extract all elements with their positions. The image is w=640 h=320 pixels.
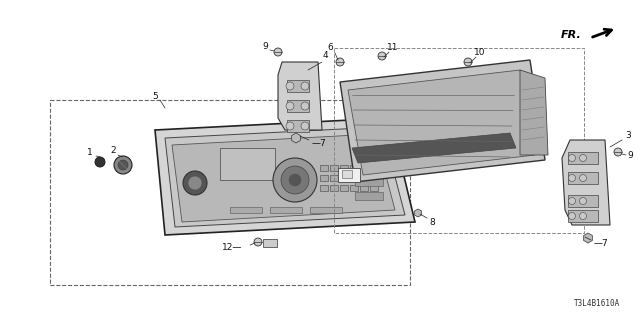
- Text: 4: 4: [322, 51, 328, 60]
- Circle shape: [579, 155, 586, 162]
- Polygon shape: [278, 62, 322, 130]
- Polygon shape: [584, 233, 593, 243]
- Text: 12—: 12—: [221, 243, 242, 252]
- Bar: [360, 175, 368, 181]
- Circle shape: [289, 174, 301, 186]
- Bar: [320, 175, 328, 181]
- Bar: [355, 178, 383, 186]
- Text: 10: 10: [474, 47, 486, 57]
- Bar: [330, 185, 338, 191]
- Circle shape: [568, 197, 575, 204]
- Bar: [263, 239, 277, 247]
- Polygon shape: [165, 127, 405, 227]
- Bar: [310, 207, 342, 213]
- Circle shape: [301, 82, 309, 90]
- Bar: [568, 172, 598, 184]
- Circle shape: [286, 102, 294, 110]
- Circle shape: [114, 156, 132, 174]
- Text: 5: 5: [152, 92, 158, 100]
- Bar: [340, 175, 348, 181]
- Bar: [230, 207, 262, 213]
- Bar: [370, 185, 378, 191]
- Text: 6: 6: [327, 43, 333, 52]
- Bar: [355, 164, 383, 172]
- Text: 11: 11: [387, 43, 399, 52]
- Bar: [50, 100, 410, 285]
- Circle shape: [568, 155, 575, 162]
- Bar: [342, 170, 352, 178]
- Circle shape: [118, 160, 128, 170]
- Circle shape: [579, 174, 586, 181]
- Text: FR.: FR.: [561, 30, 582, 40]
- Bar: [360, 185, 368, 191]
- Polygon shape: [155, 118, 415, 235]
- Bar: [360, 165, 368, 171]
- Polygon shape: [352, 133, 516, 163]
- Bar: [320, 165, 328, 171]
- Circle shape: [95, 157, 105, 167]
- Polygon shape: [292, 133, 300, 143]
- Polygon shape: [172, 134, 395, 222]
- Bar: [330, 165, 338, 171]
- Polygon shape: [520, 70, 548, 155]
- Bar: [270, 207, 302, 213]
- Bar: [350, 185, 358, 191]
- Circle shape: [286, 82, 294, 90]
- Bar: [338, 168, 360, 182]
- Circle shape: [188, 176, 202, 190]
- Bar: [568, 152, 598, 164]
- Polygon shape: [340, 60, 545, 182]
- Circle shape: [579, 212, 586, 220]
- Circle shape: [568, 212, 575, 220]
- Polygon shape: [415, 209, 422, 217]
- Circle shape: [336, 58, 344, 66]
- Polygon shape: [348, 70, 535, 175]
- Circle shape: [274, 48, 282, 56]
- Circle shape: [614, 148, 622, 156]
- Circle shape: [273, 158, 317, 202]
- Bar: [340, 165, 348, 171]
- Bar: [320, 185, 328, 191]
- Bar: [355, 192, 383, 200]
- Circle shape: [281, 166, 309, 194]
- Text: 2: 2: [110, 146, 116, 155]
- Text: 1: 1: [87, 148, 93, 156]
- Text: —7: —7: [594, 238, 609, 247]
- Bar: [370, 165, 378, 171]
- Bar: [287, 80, 309, 92]
- Circle shape: [464, 58, 472, 66]
- Circle shape: [286, 122, 294, 130]
- Polygon shape: [562, 140, 610, 225]
- Text: 8: 8: [429, 218, 435, 227]
- Circle shape: [579, 197, 586, 204]
- Bar: [287, 120, 309, 132]
- Bar: [334, 48, 584, 233]
- Bar: [568, 210, 598, 222]
- Bar: [330, 175, 338, 181]
- Bar: [568, 195, 598, 207]
- Bar: [340, 185, 348, 191]
- Circle shape: [301, 122, 309, 130]
- Bar: [370, 175, 378, 181]
- Circle shape: [301, 102, 309, 110]
- Bar: [350, 175, 358, 181]
- Circle shape: [183, 171, 207, 195]
- Circle shape: [378, 52, 386, 60]
- Bar: [355, 150, 383, 158]
- Bar: [220, 148, 275, 180]
- Text: 9: 9: [262, 42, 268, 51]
- Text: T3L4B1610A: T3L4B1610A: [573, 299, 620, 308]
- Text: —7: —7: [312, 139, 327, 148]
- Text: 9: 9: [627, 150, 633, 159]
- Bar: [350, 165, 358, 171]
- Text: 3: 3: [625, 131, 631, 140]
- Bar: [287, 100, 309, 112]
- Circle shape: [568, 174, 575, 181]
- Circle shape: [254, 238, 262, 246]
